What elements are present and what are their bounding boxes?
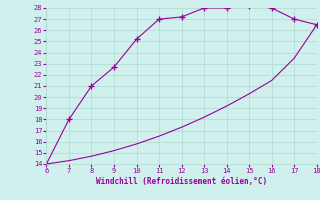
X-axis label: Windchill (Refroidissement éolien,°C): Windchill (Refroidissement éolien,°C) (96, 177, 267, 186)
